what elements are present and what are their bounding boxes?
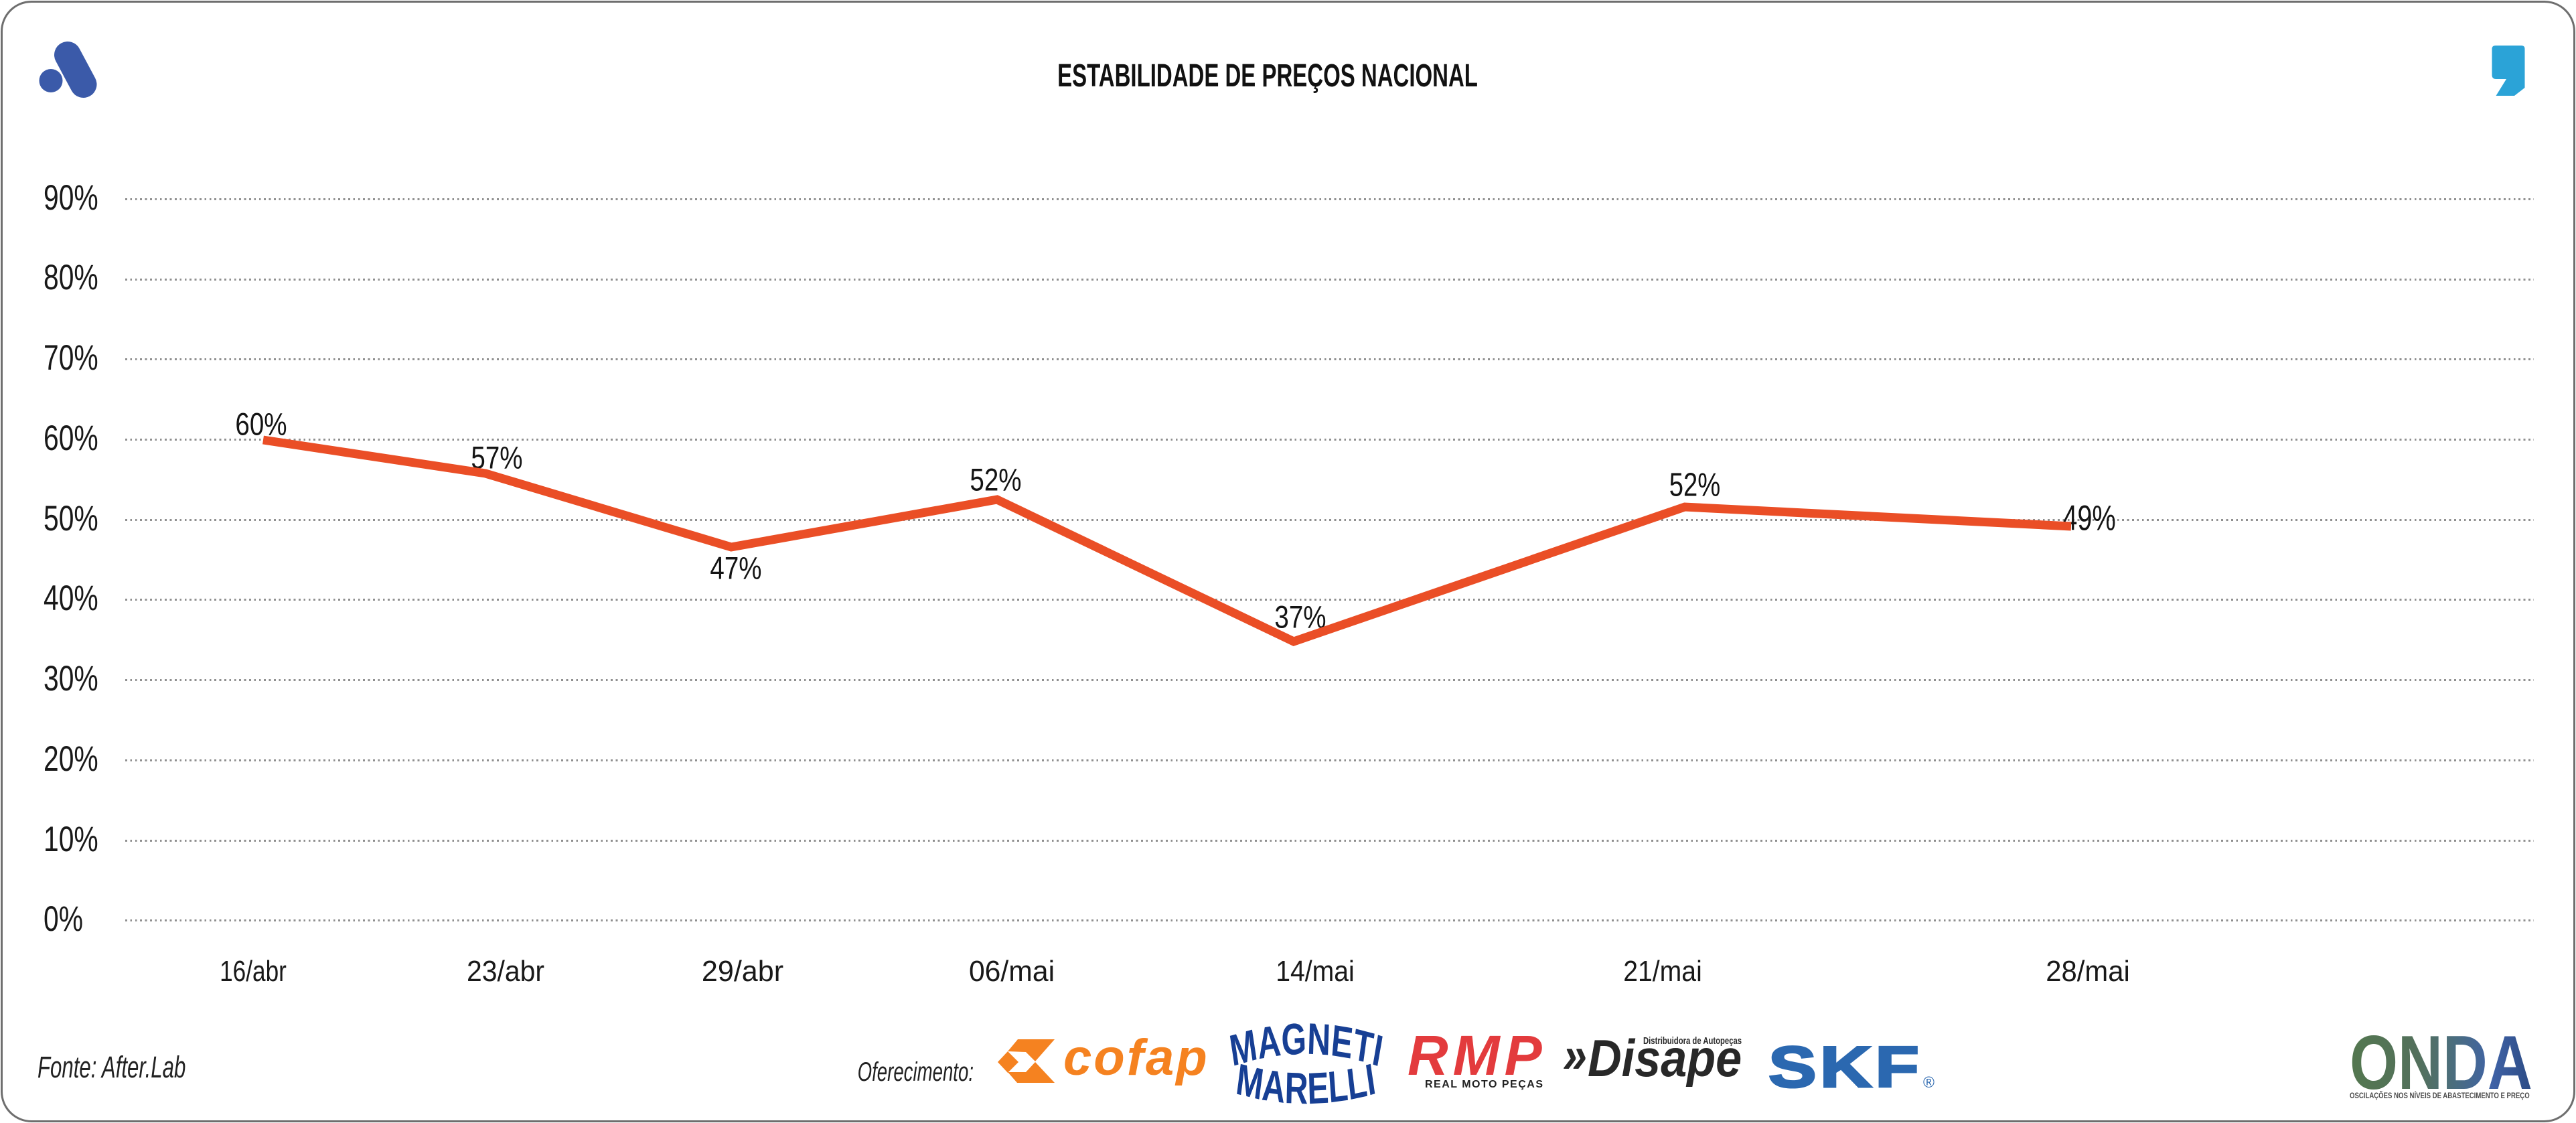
svg-text:RMP: RMP xyxy=(1408,1024,1547,1087)
svg-text:Distribuidora de Autopeças: Distribuidora de Autopeças xyxy=(1643,1035,1742,1046)
svg-text:ONDA: ONDA xyxy=(2350,1021,2532,1106)
svg-text:Disape: Disape xyxy=(1588,1029,1742,1088)
svg-text:MARELLI: MARELLI xyxy=(1233,1055,1379,1114)
svg-text:®: ® xyxy=(1923,1073,1935,1091)
svg-text:SKF: SKF xyxy=(1768,1035,1922,1099)
svg-text:cofap: cofap xyxy=(1063,1029,1209,1086)
svg-text:OSCILAÇÕES NOS NÍVEIS DE ABAST: OSCILAÇÕES NOS NÍVEIS DE ABASTECIMENTO E… xyxy=(2350,1091,2530,1100)
svg-text:REAL MOTO PEÇAS: REAL MOTO PEÇAS xyxy=(1425,1079,1543,1090)
svg-text:»: » xyxy=(1563,1026,1587,1083)
